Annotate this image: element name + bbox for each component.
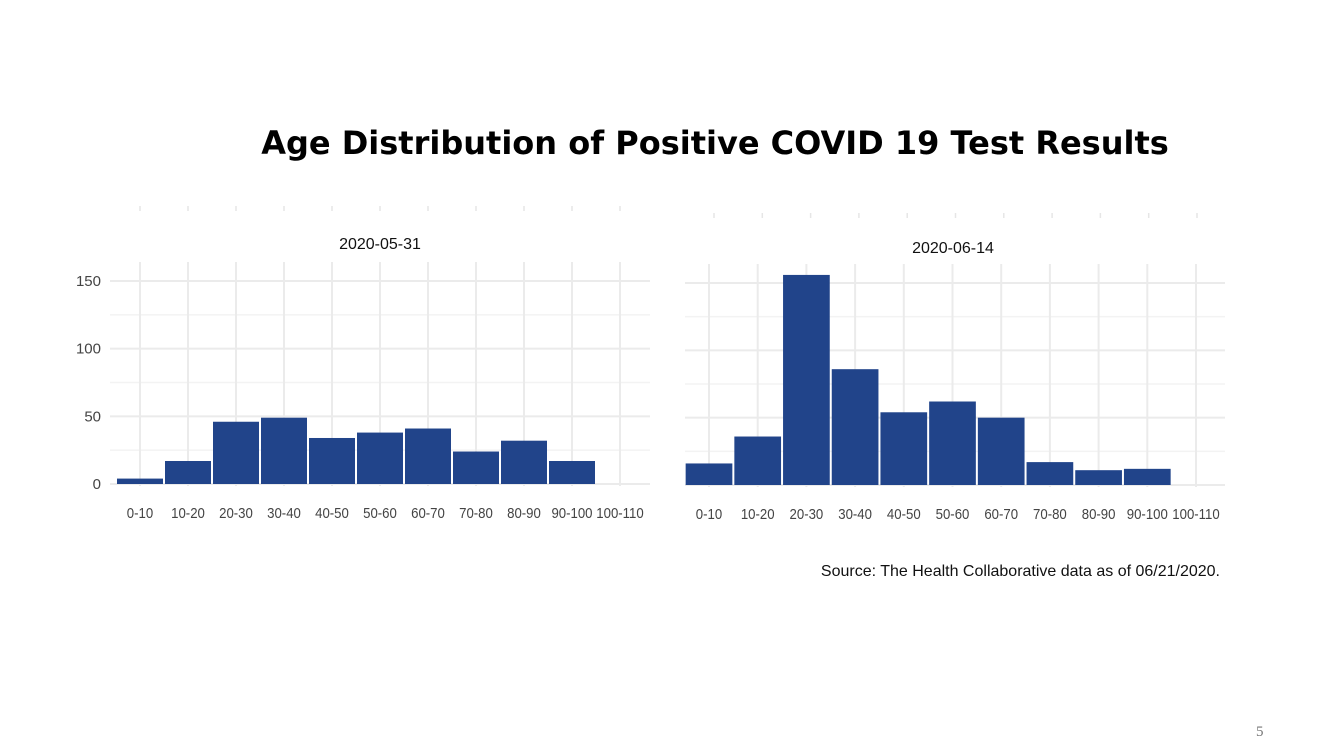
bar-30-40 (831, 369, 879, 485)
bar-10-20 (165, 460, 211, 484)
x-tick-label: 30-40 (838, 505, 872, 522)
x-tick-label: 70-80 (459, 504, 493, 521)
bar-30-40 (261, 417, 307, 484)
x-tick-label: 10-20 (741, 505, 775, 522)
y-tick-label: 150 (76, 273, 101, 290)
x-tick-label: 100-110 (1172, 505, 1220, 522)
x-tick-label: 50-60 (936, 505, 970, 522)
x-tick-label: 40-50 (887, 505, 921, 522)
bar-80-90 (501, 440, 547, 484)
x-tick-label: 90-100 (1127, 505, 1168, 522)
x-tick-label: 0-10 (696, 505, 723, 522)
x-tick-label: 80-90 (1082, 505, 1116, 522)
bar-80-90 (1075, 470, 1122, 485)
x-tick-label: 40-50 (315, 504, 349, 521)
bar-0-10 (685, 463, 733, 485)
y-tick-label: 0 (93, 476, 101, 493)
x-tick-label: 60-70 (411, 504, 445, 521)
x-tick-label: 70-80 (1033, 505, 1067, 522)
x-tick-label: 20-30 (219, 504, 253, 521)
x-tick-label: 60-70 (984, 505, 1018, 522)
bar-40-50 (880, 412, 928, 485)
bar-0-10 (117, 478, 163, 484)
bar-10-20 (734, 436, 782, 485)
slide-title: Age Distribution of Positive COVID 19 Te… (261, 124, 1169, 162)
source-note: Source: The Health Collaborative data as… (820, 563, 1220, 580)
chart-title: 2020-06-14 (912, 240, 994, 257)
x-tick-label: 100-110 (596, 504, 644, 521)
x-tick-label: 20-30 (790, 505, 824, 522)
y-tick-label: 50 (84, 408, 101, 425)
bar-70-80 (453, 451, 499, 484)
chart-title: 2020-05-31 (339, 236, 421, 253)
x-tick-label: 10-20 (171, 504, 205, 521)
bar-40-50 (309, 437, 355, 484)
bar-90-100 (549, 460, 595, 484)
bar-60-70 (405, 428, 451, 484)
bar-60-70 (977, 417, 1025, 485)
x-tick-label: 90-100 (551, 504, 592, 521)
bar-20-30 (213, 421, 259, 484)
bar-50-60 (357, 432, 403, 484)
bar-50-60 (929, 401, 976, 485)
x-tick-label: 30-40 (267, 504, 301, 521)
x-tick-label: 50-60 (363, 504, 397, 521)
page-number: 5 (1256, 724, 1264, 740)
x-tick-label: 80-90 (507, 504, 541, 521)
y-tick-label: 100 (76, 341, 101, 358)
bar-90-100 (1123, 468, 1171, 485)
bar-20-30 (783, 274, 830, 485)
bar-70-80 (1026, 462, 1074, 485)
x-tick-label: 0-10 (127, 504, 154, 521)
